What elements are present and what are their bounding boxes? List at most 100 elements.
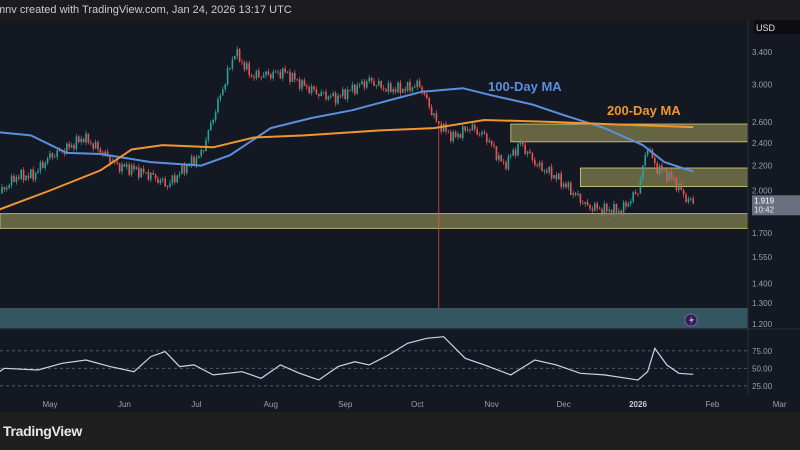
- candle: [351, 81, 354, 94]
- candle-body: [310, 86, 313, 93]
- candle-body: [289, 71, 291, 82]
- candle: [452, 129, 454, 144]
- candle: [524, 141, 526, 156]
- time-axis[interactable]: [0, 395, 800, 412]
- candle-body: [236, 49, 238, 57]
- candle: [320, 89, 322, 97]
- candle: [126, 161, 128, 170]
- candle-body: [198, 155, 200, 158]
- candle: [582, 199, 584, 205]
- candle-body: [87, 133, 90, 143]
- currency-badge[interactable]: [754, 20, 800, 34]
- candle: [380, 80, 382, 91]
- candle: [298, 76, 301, 91]
- candle-body: [327, 96, 330, 100]
- candle-body: [380, 80, 382, 88]
- candle: [375, 84, 378, 89]
- candle-body: [253, 76, 255, 79]
- candle-body: [270, 74, 272, 79]
- candle: [164, 176, 166, 187]
- candle: [666, 167, 668, 184]
- candle-body: [238, 49, 241, 62]
- candle: [483, 129, 486, 135]
- candle: [202, 149, 205, 154]
- lightning-icon[interactable]: [684, 313, 698, 327]
- candle-body: [56, 149, 58, 157]
- candle-body: [450, 132, 452, 141]
- candle: [217, 96, 219, 114]
- candle-body: [625, 202, 627, 207]
- candle-body: [529, 151, 531, 154]
- candle-body: [474, 124, 476, 130]
- candle-body: [226, 68, 229, 85]
- candle: [236, 46, 238, 60]
- candle: [373, 77, 375, 87]
- candle-body: [212, 120, 214, 123]
- candle: [562, 182, 565, 190]
- candle: [274, 69, 277, 73]
- candle-body: [80, 138, 82, 143]
- candle: [310, 83, 313, 96]
- candle: [70, 142, 73, 149]
- candle: [130, 163, 133, 178]
- candle-body: [22, 169, 25, 181]
- candle-body: [152, 172, 154, 175]
- candle: [315, 86, 318, 96]
- candle: [6, 185, 8, 192]
- candle: [51, 152, 54, 161]
- price-axis[interactable]: 3.400 3.000 2.600 2.400 2.200 2.000 1.700 1.550…: [752, 48, 800, 329]
- candle: [10, 173, 13, 189]
- candle: [133, 162, 135, 172]
- price-tick-label: 1.550: [752, 253, 773, 262]
- candle-body: [505, 161, 507, 169]
- candle: [349, 89, 351, 92]
- candle: [690, 197, 692, 202]
- candle: [589, 203, 591, 212]
- candle-body: [279, 71, 282, 79]
- candle: [514, 146, 517, 159]
- candle-body: [601, 208, 603, 214]
- candle-body: [675, 179, 678, 191]
- candle: [654, 155, 656, 167]
- candle: [517, 142, 519, 157]
- candle: [495, 146, 498, 162]
- candle: [678, 182, 680, 194]
- candle-body: [193, 156, 195, 166]
- candle: [80, 135, 82, 146]
- candle: [123, 162, 126, 167]
- candle: [169, 180, 171, 188]
- candle-body: [10, 175, 13, 186]
- candle: [644, 152, 646, 168]
- price-chart[interactable]: 100-Day MA 200-Day MA 75.00 50.00 25.00 3.…: [0, 20, 800, 412]
- candle: [567, 180, 570, 191]
- candle-body: [265, 71, 267, 76]
- candle-body: [284, 68, 286, 72]
- candle-body: [274, 71, 277, 73]
- candle-body: [598, 208, 601, 210]
- candle: [682, 188, 685, 198]
- candle: [262, 72, 265, 78]
- candle-body: [394, 89, 397, 92]
- candle: [613, 200, 615, 218]
- candle-body: [378, 80, 380, 86]
- candle-body: [469, 129, 471, 131]
- candle: [486, 132, 488, 146]
- candle-body: [445, 123, 447, 132]
- candle-body: [435, 113, 438, 122]
- candle-body: [682, 190, 685, 195]
- candle: [687, 196, 690, 205]
- candle: [181, 163, 183, 175]
- tradingview-logo[interactable]: TradingView: [3, 423, 82, 439]
- candle-body: [368, 77, 370, 82]
- price-tick-label: 2.200: [752, 162, 773, 171]
- candle: [390, 81, 392, 93]
- candle-body: [30, 169, 32, 178]
- candle: [306, 83, 308, 90]
- candle-body: [543, 170, 546, 172]
- zone-3: [0, 213, 749, 229]
- candle: [577, 190, 579, 197]
- candle-body: [663, 170, 666, 171]
- candle: [325, 88, 327, 102]
- candle: [620, 209, 622, 218]
- candle-body: [579, 193, 582, 203]
